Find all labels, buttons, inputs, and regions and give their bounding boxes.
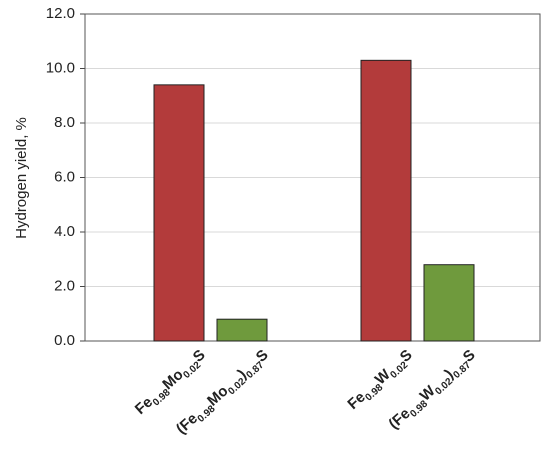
plot-frame — [84, 13, 541, 342]
y-tick-label: 4.0 — [54, 223, 75, 240]
y-tick-label: 6.0 — [54, 168, 75, 185]
y-tick-label: 2.0 — [54, 277, 75, 294]
x-tick-label: Fe0.98W0.02S — [344, 346, 417, 415]
bar — [423, 264, 475, 342]
x-tick-label: Fe0.98Mo0.02S — [132, 346, 211, 420]
y-tick-label: 10.0 — [46, 59, 75, 76]
y-tick-label: 0.0 — [54, 332, 75, 349]
y-axis-label: Hydrogen yield, % — [13, 117, 30, 239]
bar — [153, 84, 205, 342]
bar — [216, 318, 268, 342]
x-tick-label: (Fe0.98Mo0.02)0.87S — [173, 346, 274, 440]
bar — [360, 59, 412, 342]
x-tick-label: (Fe0.98W0.02)0.87S — [385, 346, 480, 435]
y-tick-label: 12.0 — [46, 5, 75, 22]
y-tick-label: 8.0 — [54, 114, 75, 131]
